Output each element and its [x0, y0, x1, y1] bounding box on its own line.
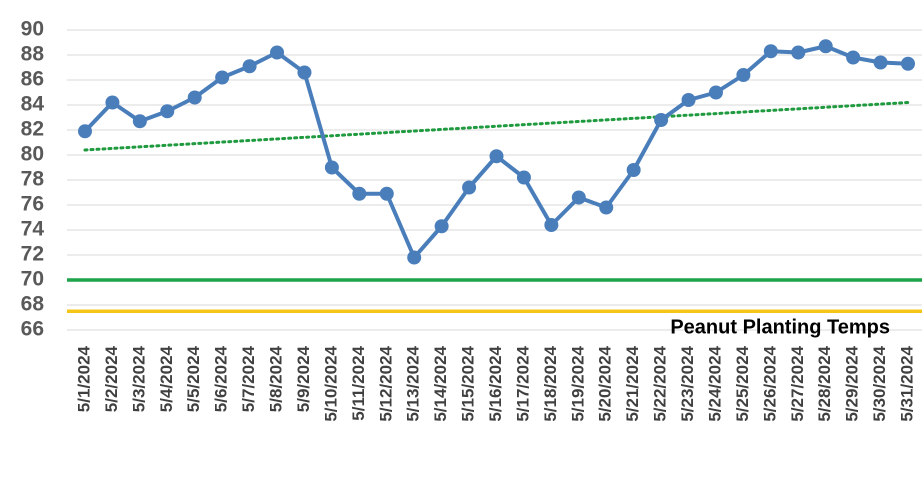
marker — [626, 163, 641, 177]
marker — [407, 250, 422, 265]
x-tick-label: 5/17/2024 — [513, 345, 532, 421]
x-tick-label: 5/26/2024 — [760, 345, 779, 421]
x-tick-label: 5/3/2024 — [129, 345, 148, 412]
marker — [571, 190, 586, 205]
x-tick-label: 5/31/2024 — [897, 345, 916, 421]
marker — [901, 56, 915, 71]
y-tick-label: 86 — [21, 68, 44, 91]
x-tick-label: 5/29/2024 — [843, 345, 862, 421]
x-tick-label: 5/14/2024 — [431, 345, 450, 421]
marker — [434, 219, 449, 234]
marker — [599, 200, 614, 215]
marker — [105, 95, 120, 110]
y-tick-label: 80 — [21, 143, 44, 166]
marker — [846, 50, 861, 65]
marker — [270, 45, 285, 60]
y-tick-label: 90 — [21, 18, 44, 41]
x-tick-label: 5/13/2024 — [404, 345, 423, 421]
y-tick-label: 74 — [21, 218, 45, 241]
x-tick-label: 5/22/2024 — [651, 345, 670, 421]
y-tick-label: 84 — [21, 93, 45, 116]
x-tick-label: 5/8/2024 — [267, 345, 286, 412]
marker — [489, 149, 504, 164]
x-tick-label: 5/9/2024 — [294, 345, 313, 412]
marker — [544, 218, 559, 232]
x-tick-label: 5/2/2024 — [102, 345, 121, 412]
marker — [160, 104, 175, 119]
marker — [708, 85, 723, 100]
y-tick-label: 66 — [21, 318, 44, 341]
marker — [297, 65, 312, 80]
x-tick-label: 5/16/2024 — [486, 345, 505, 421]
x-tick-label: 5/28/2024 — [815, 345, 834, 421]
marker — [516, 170, 531, 185]
x-tick-label: 5/25/2024 — [733, 345, 752, 421]
x-tick-label: 5/7/2024 — [239, 345, 258, 412]
x-tick-label: 5/10/2024 — [321, 345, 340, 421]
marker — [187, 90, 202, 105]
x-tick-label: 5/5/2024 — [184, 345, 203, 412]
y-tick-label: 78 — [21, 168, 45, 191]
y-tick-label: 72 — [21, 243, 44, 266]
marker — [873, 55, 888, 70]
x-tick-label: 5/23/2024 — [678, 345, 697, 421]
y-tick-label: 82 — [21, 118, 44, 141]
marker — [352, 186, 367, 201]
marker — [763, 44, 778, 59]
marker — [736, 68, 751, 82]
annotation: Peanut Planting Temps — [670, 316, 890, 338]
x-tick-label: 5/27/2024 — [788, 345, 807, 421]
x-tick-label: 5/19/2024 — [568, 345, 587, 421]
marker — [132, 114, 147, 129]
x-tick-label: 5/11/2024 — [349, 345, 368, 420]
x-tick-label: 5/15/2024 — [459, 345, 478, 421]
marker — [818, 39, 833, 54]
marker — [215, 70, 230, 85]
x-tick-label: 5/4/2024 — [157, 345, 176, 412]
marker — [654, 113, 669, 127]
x-tick-label: 5/6/2024 — [212, 345, 231, 412]
y-tick-label: 88 — [21, 43, 45, 66]
marker — [681, 93, 696, 107]
x-tick-label: 5/12/2024 — [376, 345, 395, 421]
y-tick-label: 68 — [21, 293, 45, 316]
marker — [242, 59, 257, 74]
marker — [462, 180, 477, 195]
y-tick-label: 70 — [21, 268, 44, 291]
marker — [791, 45, 806, 60]
x-tick-label: 5/21/2024 — [623, 345, 642, 421]
x-tick-label: 5/1/2024 — [74, 345, 93, 412]
x-tick-label: 5/18/2024 — [541, 345, 560, 421]
x-tick-label: 5/30/2024 — [870, 345, 889, 421]
marker — [78, 124, 92, 139]
y-tick-label: 76 — [21, 193, 44, 216]
x-tick-label: 5/20/2024 — [596, 345, 615, 421]
marker — [324, 160, 339, 175]
x-tick-label: 5/24/2024 — [705, 345, 724, 421]
trendline — [83, 101, 910, 152]
marker — [379, 186, 394, 201]
